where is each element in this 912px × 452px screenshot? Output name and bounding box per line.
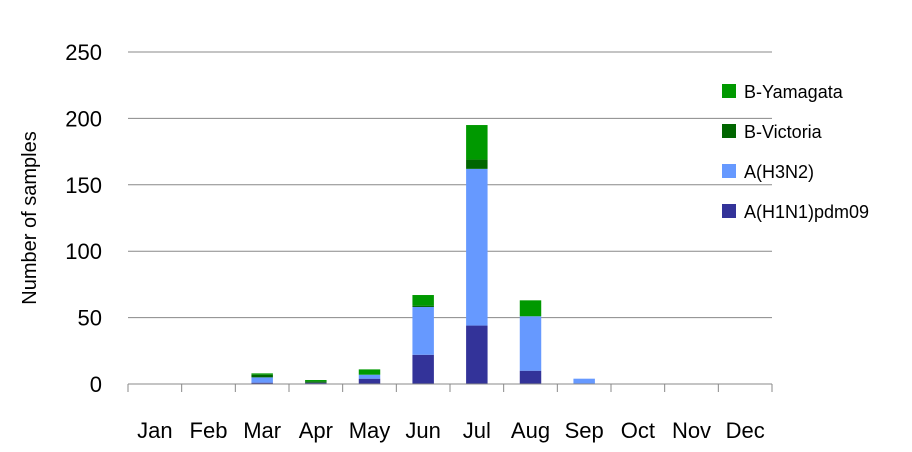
y-tick-label-200: 200 [65, 106, 102, 131]
legend-swatch-b-victoria [722, 124, 736, 138]
legend-swatch-b-yamagata [722, 84, 736, 98]
y-tick-label-250: 250 [65, 40, 102, 65]
x-tick-label-may: May [349, 418, 391, 443]
legend-label-b-victoria: B-Victoria [744, 122, 823, 142]
x-tick-label-jun: Jun [405, 418, 440, 443]
bar-jun-a-h1n1-pdm09 [412, 354, 434, 384]
x-tick-label-feb: Feb [190, 418, 228, 443]
x-tick-label-nov: Nov [672, 418, 711, 443]
y-tick-label-50: 50 [78, 306, 102, 331]
legend-label-b-yamagata: B-Yamagata [744, 82, 844, 102]
y-tick-label-0: 0 [90, 372, 102, 397]
x-tick-label-oct: Oct [621, 418, 655, 443]
bar-may-b-yamagata [358, 369, 381, 375]
bar-mar-b-victoria [251, 374, 273, 378]
bar-jun-a-h3n2- [412, 306, 434, 355]
x-tick-label-apr: Apr [299, 418, 333, 443]
bar-apr-b-victoria [305, 381, 327, 383]
bar-aug-a-h3n2- [519, 316, 542, 371]
y-axis-title: Number of samples [19, 131, 41, 304]
x-tick-label-aug: Aug [511, 418, 550, 443]
legend-swatch-a-h1n1-pdm09 [722, 204, 736, 218]
bar-jul-a-h1n1-pdm09 [466, 325, 488, 384]
legend-swatch-a-h3n2- [722, 164, 736, 178]
bars [251, 125, 595, 384]
bar-sep-a-h3n2- [573, 378, 595, 384]
bar-jun-b-yamagata [412, 295, 434, 306]
bar-jun-b-victoria [412, 305, 434, 307]
bar-jul-b-victoria [466, 159, 488, 169]
bar-mar-a-h3n2- [251, 377, 273, 383]
y-tick-label-150: 150 [65, 173, 102, 198]
bar-jul-b-yamagata [466, 125, 488, 160]
bar-aug-b-yamagata [519, 300, 542, 317]
legend-label-a-h3n2-: A(H3N2) [744, 162, 814, 182]
bar-jul-a-h3n2- [466, 168, 488, 326]
gridlines [128, 51, 772, 319]
bar-mar-a-h1n1-pdm09 [251, 382, 273, 384]
x-tick-label-mar: Mar [243, 418, 281, 443]
bar-aug-a-h1n1-pdm09 [519, 370, 542, 384]
bar-may-a-h3n2- [358, 374, 381, 379]
bar-may-a-h1n1-pdm09 [358, 378, 381, 384]
y-tick-label-100: 100 [65, 239, 102, 264]
legend-label-a-h1n1-pdm09: A(H1N1)pdm09 [744, 202, 869, 222]
bar-mar-b-yamagata [251, 373, 273, 375]
bar-apr-b-yamagata [305, 380, 327, 382]
x-tick-label-jan: Jan [137, 418, 172, 443]
x-tick-label-jul: Jul [463, 418, 491, 443]
x-tick-label-sep: Sep [565, 418, 604, 443]
axes: 0 50 100 150 200 250 Jan Feb Mar Apr May Jun Jul Aug S… [65, 40, 773, 443]
legend: B-Yamagata B-Victoria A(H3N2) A(H1N1)pdm09 [722, 82, 869, 222]
bar-apr-a-h1n1-pdm09 [305, 382, 327, 384]
x-tick-label-dec: Dec [726, 418, 765, 443]
